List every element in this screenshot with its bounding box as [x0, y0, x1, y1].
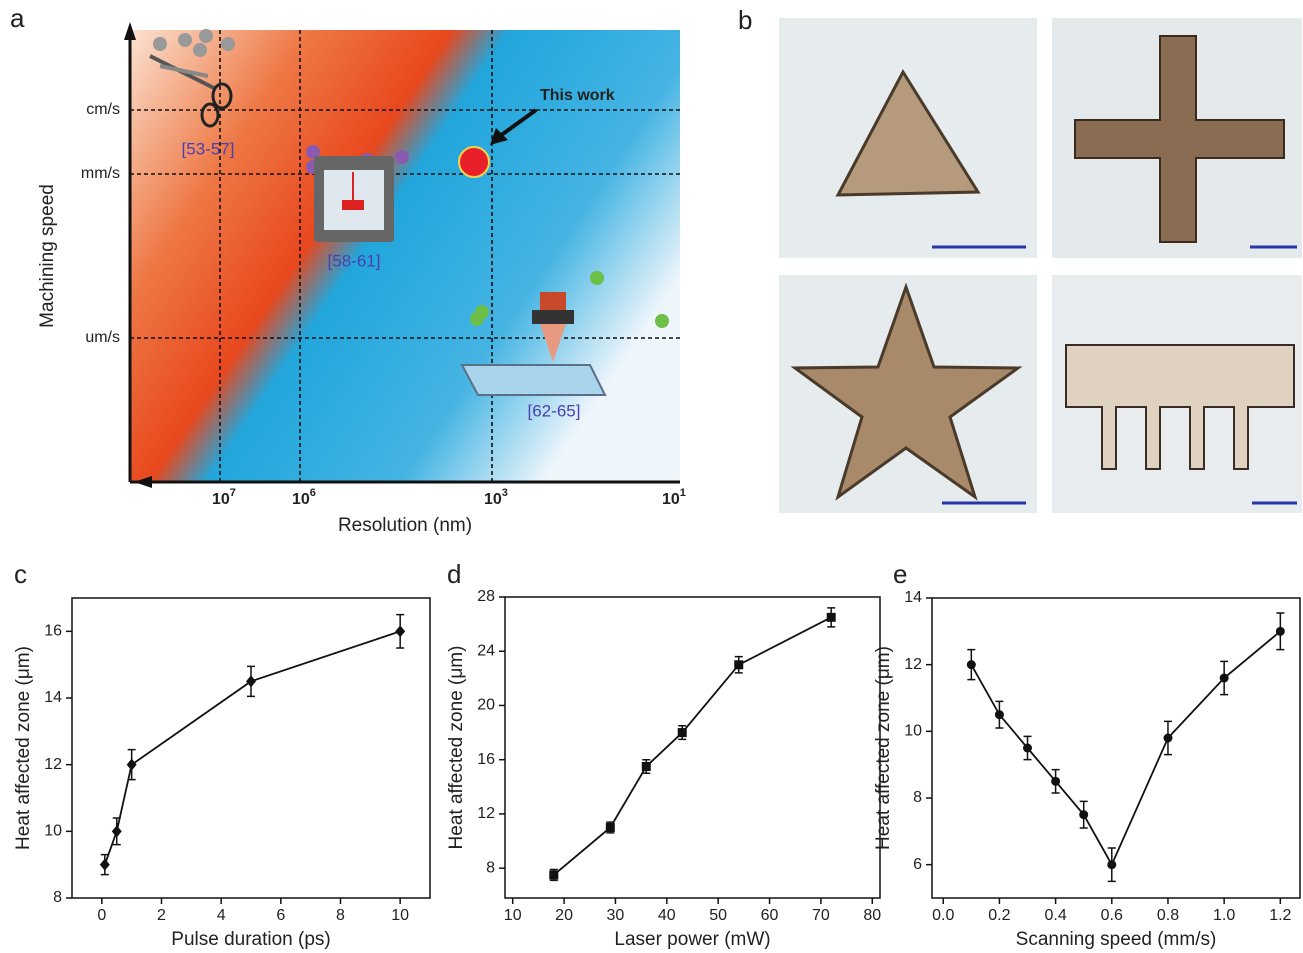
y-tick-label: 14 [904, 589, 922, 606]
plot-frame [72, 598, 430, 898]
x-tick-label: 20 [555, 907, 573, 924]
y-axis-label: Heat affected zone (μm) [873, 646, 894, 850]
data-line [971, 631, 1280, 864]
marker [967, 660, 976, 669]
marker [246, 675, 256, 687]
y-tick-label: 8 [53, 889, 62, 906]
marker [395, 625, 405, 637]
x-axis-label: Laser power (mW) [614, 929, 770, 950]
y-tick-label: mm/s [81, 165, 120, 182]
tick-exponent: 7 [230, 487, 236, 499]
y-tick-label: 10 [44, 823, 62, 840]
tick-exponent: 6 [310, 487, 316, 499]
tick-base: 10 [662, 491, 680, 508]
x-tick-label: 40 [658, 907, 676, 924]
marker [1276, 627, 1285, 636]
y-tick-label: 10 [904, 723, 922, 740]
panel-label: a [10, 3, 25, 33]
y-tick-label: 14 [44, 689, 62, 706]
panel-label: e [893, 559, 907, 589]
marker [100, 859, 110, 871]
marker [1163, 734, 1172, 743]
y-tick-label: 20 [477, 697, 495, 714]
x-tick-label: 10 [391, 907, 409, 924]
this-work-point [459, 147, 489, 177]
marker [549, 870, 558, 879]
tick-exponent: 1 [680, 487, 686, 499]
printer-icon [306, 145, 409, 242]
y-tick-label: um/s [85, 329, 120, 346]
x-tick-label: 107 [212, 487, 236, 508]
marker [112, 825, 122, 837]
y-tick-label: 8 [486, 859, 495, 876]
marker [642, 762, 651, 771]
marker [734, 660, 743, 669]
marker [1079, 810, 1088, 819]
x-tick-label: 0.6 [1101, 907, 1123, 924]
x-axis-label: Scanning speed (mm/s) [1016, 929, 1217, 950]
y-tick-label: 16 [477, 751, 495, 768]
tick-base: 10 [292, 491, 310, 508]
marker [1023, 744, 1032, 753]
x-tick-label: 4 [217, 907, 226, 924]
panel-label: d [447, 559, 461, 589]
y-tick-label: 12 [904, 656, 922, 673]
data-line [554, 617, 831, 875]
marker [1051, 777, 1060, 786]
reference: [58-61] [328, 251, 381, 270]
micrographs [779, 18, 1302, 513]
panel-label: c [14, 559, 27, 589]
x-tick-label: 106 [292, 487, 316, 508]
y-axis-label: Heat affected zone (μm) [446, 646, 467, 850]
x-tick-label: 30 [607, 907, 625, 924]
y-tick-label: 28 [477, 588, 495, 605]
x-tick-label: 0 [97, 907, 106, 924]
y-axis-label: Heat affected zone (μm) [13, 646, 34, 850]
x-tick-label: 10 [504, 907, 522, 924]
annotation: This work [540, 87, 615, 104]
marker [995, 710, 1004, 719]
x-tick-label: 6 [276, 907, 285, 924]
x-tick-label: 101 [662, 487, 686, 508]
reference: [53-57] [182, 139, 235, 158]
y-tick-label: 12 [44, 756, 62, 773]
x-tick-label: 103 [484, 487, 508, 508]
y-axis-label: Machining speed [37, 184, 58, 328]
x-tick-label: 0.2 [988, 907, 1010, 924]
marker [127, 759, 137, 771]
tick-base: 10 [212, 491, 230, 508]
reference: [62-65] [528, 401, 581, 420]
x-tick-label: 70 [812, 907, 830, 924]
y-tick-label: 12 [477, 805, 495, 822]
marker [827, 613, 836, 622]
y-tick-label: 6 [913, 856, 922, 873]
x-tick-label: 1.2 [1269, 907, 1291, 924]
x-axis-label: Resolution (nm) [338, 515, 472, 536]
x-tick-label: 0.4 [1044, 907, 1066, 924]
marker [1220, 674, 1229, 683]
marker [678, 728, 687, 737]
x-tick-label: 80 [863, 907, 881, 924]
x-tick-label: 0.0 [932, 907, 954, 924]
x-tick-label: 60 [761, 907, 779, 924]
x-tick-label: 8 [336, 907, 345, 924]
x-axis-label: Pulse duration (ps) [171, 929, 330, 950]
y-tick-label: cm/s [86, 101, 120, 118]
tick-exponent: 3 [502, 487, 508, 499]
x-tick-label: 1.0 [1213, 907, 1235, 924]
x-tick-label: 0.8 [1157, 907, 1179, 924]
plot-frame [505, 597, 880, 898]
y-tick-label: 8 [913, 789, 922, 806]
y-tick-label: 24 [477, 642, 495, 659]
tick-base: 10 [484, 491, 502, 508]
y-tick-label: 16 [44, 623, 62, 640]
marker [606, 823, 615, 832]
marker [1107, 860, 1116, 869]
panel-label: b [738, 5, 752, 35]
figure: a cm/s mm/s um/s Machining speed Resolut… [0, 0, 1303, 953]
x-tick-label: 50 [709, 907, 727, 924]
x-tick-label: 2 [157, 907, 166, 924]
